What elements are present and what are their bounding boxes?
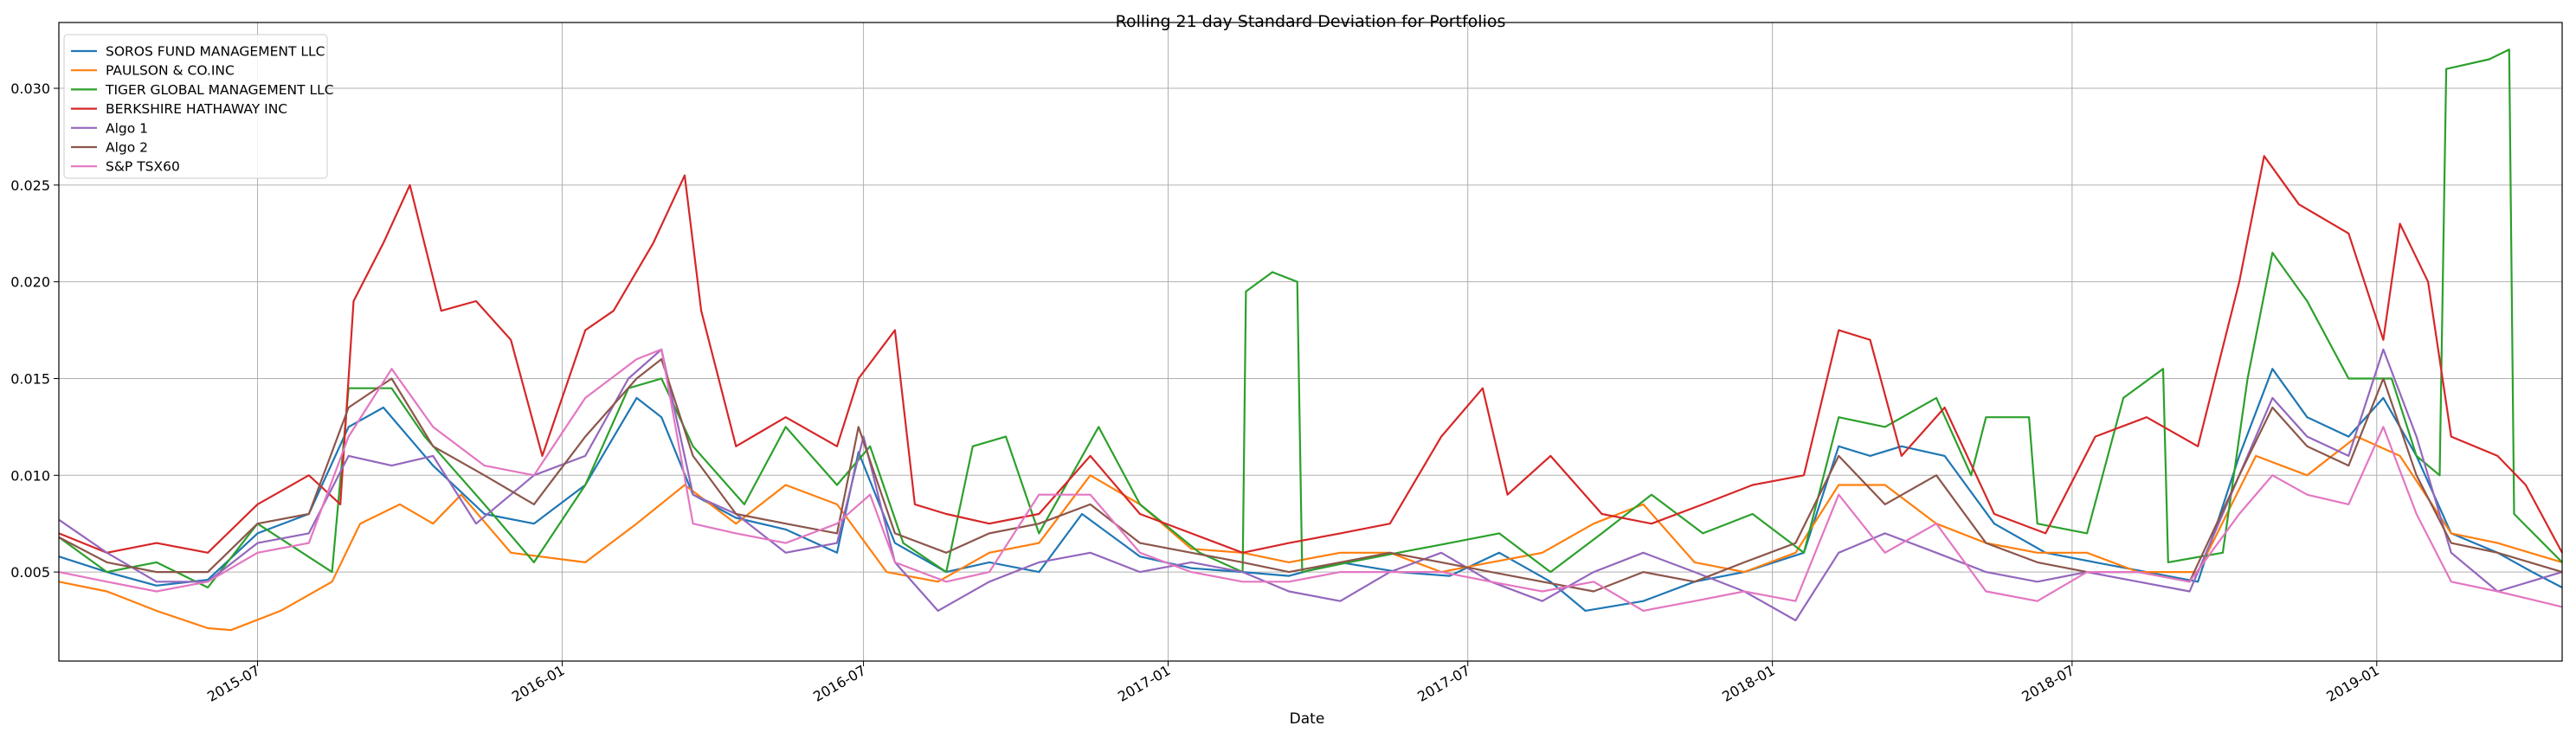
series-line — [58, 435, 2563, 632]
legend-label: TIGER GLOBAL MANAGEMENT LLC — [105, 82, 334, 98]
legend-box — [63, 34, 328, 179]
legend-label: PAULSON & CO.INC — [106, 63, 235, 79]
legend-label: SOROS FUND MANAGEMENT LLC — [106, 44, 325, 60]
legend-label: Algo 2 — [106, 140, 148, 156]
legend-label: Algo 1 — [106, 120, 148, 136]
series-lines — [58, 48, 2563, 632]
y-tick-label: 0.005 — [10, 564, 50, 581]
legend-label: S&P TSX60 — [106, 159, 180, 175]
series-line — [58, 48, 2563, 589]
chart-title: Rolling 21 day Standard Deviation for Po… — [1116, 12, 1506, 31]
y-tick-label: 0.010 — [10, 467, 50, 484]
y-tick-label: 0.025 — [10, 177, 50, 194]
y-tick-label: 0.030 — [10, 80, 50, 97]
series-line — [58, 348, 2563, 613]
y-tick-label: 0.020 — [10, 274, 50, 291]
plot-frame — [58, 22, 2563, 662]
legend: SOROS FUND MANAGEMENT LLC PAULSON & CO.IN… — [63, 34, 334, 179]
legend-label: BERKSHIRE HATHAWAY INC — [106, 101, 287, 117]
y-tick-label: 0.015 — [10, 370, 50, 387]
series-line — [58, 348, 2563, 622]
x-axis-title: Date — [1290, 710, 1325, 728]
grid — [59, 22, 2562, 661]
series-line — [58, 155, 2563, 554]
